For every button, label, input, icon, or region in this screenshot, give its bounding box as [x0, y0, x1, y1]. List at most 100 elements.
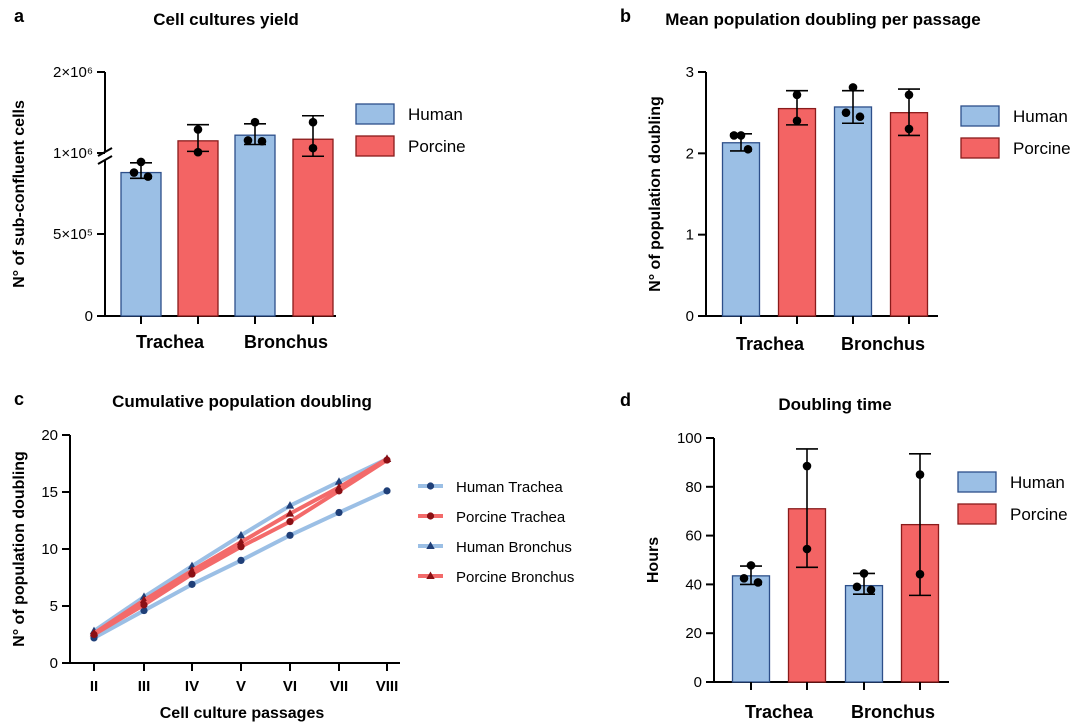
- legend-swatch-porcine: [355, 135, 395, 157]
- bar: [777, 107, 817, 317]
- series-marker: [335, 487, 343, 495]
- legend-swatch-human: [355, 103, 395, 125]
- legend-label: Porcine Trachea: [456, 509, 566, 526]
- data-point: [136, 157, 146, 167]
- y-tick-label: 80: [685, 479, 702, 496]
- bar: [833, 106, 873, 317]
- panel-letter: d: [620, 390, 631, 410]
- series-marker: [90, 630, 98, 639]
- y-axis-break-mark: [97, 155, 113, 165]
- legend-swatch-human: [960, 105, 1000, 127]
- x-tick-label: II: [90, 678, 98, 695]
- data-point: [257, 136, 267, 146]
- series-marker: [140, 606, 148, 615]
- data-point: [802, 461, 812, 471]
- legend-label: Human: [1010, 473, 1065, 492]
- legend-swatch-human: [957, 471, 997, 493]
- x-tick-label: V: [236, 678, 246, 695]
- y-tick-label: 5×10⁵: [53, 226, 93, 243]
- data-point: [904, 124, 914, 134]
- bar: [234, 134, 276, 317]
- series-marker: [334, 477, 344, 485]
- y-tick-label: 2: [686, 145, 694, 162]
- data-point: [743, 144, 753, 154]
- chart-title: Mean population doubling per passage: [665, 10, 980, 29]
- data-point: [243, 136, 253, 145]
- series-marker: [383, 487, 391, 495]
- x-tick-label: VIII: [376, 678, 399, 695]
- chart-title: Cell cultures yield: [153, 10, 299, 29]
- data-point: [859, 569, 869, 578]
- y-axis-label: N° of sub-confluent cells: [11, 100, 28, 288]
- legend-swatch-porcine: [957, 503, 997, 525]
- series-marker: [188, 580, 196, 588]
- legend-label: Porcine: [408, 137, 466, 156]
- legend-marker: [426, 541, 435, 549]
- x-category-label: Bronchus: [841, 334, 925, 354]
- panel-letter: b: [620, 6, 631, 26]
- series-marker: [236, 537, 246, 546]
- data-point: [129, 168, 139, 177]
- series-marker: [335, 508, 343, 517]
- data-point: [855, 112, 865, 122]
- y-tick-label: 20: [41, 427, 58, 444]
- bar: [889, 112, 929, 317]
- y-tick-label: 100: [677, 430, 702, 447]
- series-marker: [286, 518, 294, 526]
- y-tick-label: 0: [694, 674, 702, 691]
- x-category-label: Trachea: [736, 334, 805, 354]
- data-point: [802, 544, 812, 554]
- series-marker: [286, 531, 294, 539]
- data-point: [792, 116, 802, 126]
- legend-label: Human: [408, 105, 463, 124]
- data-point: [143, 172, 153, 181]
- legend-marker: [426, 482, 435, 490]
- series-marker: [237, 556, 245, 565]
- series-line: [92, 488, 389, 640]
- x-tick-label: VII: [330, 678, 348, 695]
- bar: [292, 138, 334, 317]
- legend-label: Porcine: [1013, 139, 1071, 158]
- data-point: [746, 561, 756, 570]
- series-marker: [285, 501, 295, 509]
- y-axis-label: N° of population doubling: [11, 451, 28, 647]
- data-point: [841, 108, 851, 117]
- data-point: [866, 585, 876, 595]
- series-marker: [188, 570, 196, 578]
- legend-marker: [426, 512, 435, 520]
- data-point: [250, 117, 260, 127]
- legend-marker: [426, 571, 435, 579]
- data-point: [852, 582, 862, 592]
- data-point: [193, 147, 203, 157]
- legend-label: Human: [1013, 107, 1068, 126]
- legend-label: Porcine: [1010, 505, 1068, 524]
- y-tick-label: 15: [41, 484, 58, 501]
- series-marker: [237, 543, 245, 551]
- bar: [120, 171, 162, 317]
- x-category-label: Bronchus: [244, 332, 328, 352]
- x-tick-label: VI: [283, 678, 297, 695]
- bar: [177, 140, 219, 317]
- data-point: [792, 90, 802, 100]
- x-category-label: Bronchus: [851, 702, 935, 722]
- y-tick-label: 1: [686, 227, 694, 244]
- panel-letter: c: [14, 389, 24, 409]
- data-point: [915, 470, 925, 479]
- data-point: [193, 125, 203, 134]
- series-marker: [285, 509, 295, 517]
- panel-letter: a: [14, 6, 25, 26]
- data-point: [904, 90, 914, 100]
- chart-title: Cumulative population doubling: [112, 392, 372, 411]
- bar: [731, 575, 771, 683]
- bar: [721, 142, 761, 317]
- y-tick-label: 2×10⁶: [53, 64, 93, 81]
- data-point: [739, 574, 749, 583]
- data-point: [308, 143, 318, 153]
- y-tick-label: 40: [685, 576, 702, 593]
- y-axis-label: Hours: [645, 537, 662, 583]
- y-tick-label: 20: [685, 625, 702, 642]
- data-point: [848, 83, 858, 92]
- series-marker: [140, 601, 148, 609]
- y-tick-label: 0: [686, 308, 694, 325]
